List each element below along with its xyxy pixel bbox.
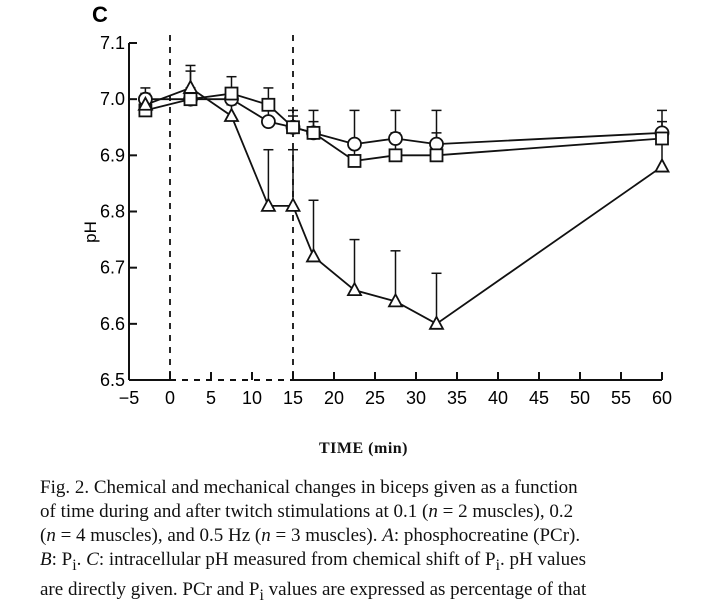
y-tick-label: 6.9 (100, 145, 125, 165)
caption-line-4: B: Pi. C: intracellular pH measured from… (40, 549, 586, 574)
x-axis-title: TIME (min) (319, 440, 408, 457)
x-tick-label: 20 (324, 388, 344, 408)
square-point (388, 148, 403, 163)
caption-line-1: Fig. 2. Chemical and mechanical changes … (40, 477, 578, 498)
y-tick-label: 6.8 (100, 202, 125, 222)
circle-series-line (145, 98, 663, 146)
circle-point (347, 136, 362, 152)
triangle-point (284, 196, 302, 212)
figure-caption: Fig. 2. Chemical and mechanical changes … (40, 476, 727, 608)
y-tick-label: 6.7 (100, 258, 125, 278)
triangle-point (260, 196, 277, 212)
x-tick-label: 35 (447, 388, 467, 408)
triangle-point (182, 79, 199, 94)
x-tick-label: 40 (488, 388, 508, 408)
circle-point (260, 114, 276, 130)
panel-letter: C (92, 2, 108, 27)
triangle-point (223, 107, 240, 122)
square-point (429, 148, 444, 163)
caption-line-3: (n = 4 muscles), and 0.5 Hz (n = 3 muscl… (40, 525, 581, 546)
square-point (286, 120, 300, 135)
x-tick-label: 45 (529, 388, 549, 408)
square-point (183, 92, 198, 107)
caption-line-5: are directly given. PCr and Pi values ar… (40, 578, 587, 604)
x-tick-label: 15 (283, 388, 303, 408)
series-group (137, 64, 671, 330)
square-point (347, 154, 362, 168)
y-tick-label: 6.6 (100, 314, 125, 334)
y-tick-label: 7.1 (100, 33, 125, 53)
x-tick-label: −5 (119, 388, 140, 408)
y-tick-label: 6.5 (100, 370, 125, 390)
triangle-point (387, 292, 404, 308)
x-tick-label: 60 (652, 388, 672, 408)
square-point (306, 125, 321, 140)
axes: 6.5 6.6 6.7 6.8 6.9 7.0 7.1 −5 0 5 10 15 20 25 30 35 40 4… (100, 33, 672, 408)
triangle-point (137, 95, 154, 111)
square-series-line (145, 92, 663, 162)
x-tick-label: 10 (242, 388, 262, 408)
x-tick-label: 25 (365, 388, 385, 408)
y-tick-label: 7.0 (100, 89, 125, 109)
triangle-point (653, 157, 671, 173)
square-point (224, 86, 239, 101)
x-tick-label: 30 (406, 388, 426, 408)
circle-point (388, 131, 403, 146)
triangle-point (305, 247, 322, 263)
triangle-series-line (145, 86, 663, 325)
caption-line-2: of time during and after twitch stimulat… (40, 501, 574, 522)
x-tick-label: 0 (165, 388, 175, 408)
square-point (655, 131, 669, 146)
x-tick-label: 5 (206, 388, 216, 408)
ph-chart: C pH 6.5 6.6 6.7 6.8 6.9 7.0 7.1 −5 0 5 10 15 20 25 30… (81, 2, 672, 408)
triangle-point (346, 281, 363, 297)
x-tick-label: 50 (570, 388, 590, 408)
y-axis-title: pH (81, 221, 100, 243)
x-tick-label: 55 (611, 388, 631, 408)
triangle-point (428, 314, 445, 330)
square-point (261, 97, 276, 112)
